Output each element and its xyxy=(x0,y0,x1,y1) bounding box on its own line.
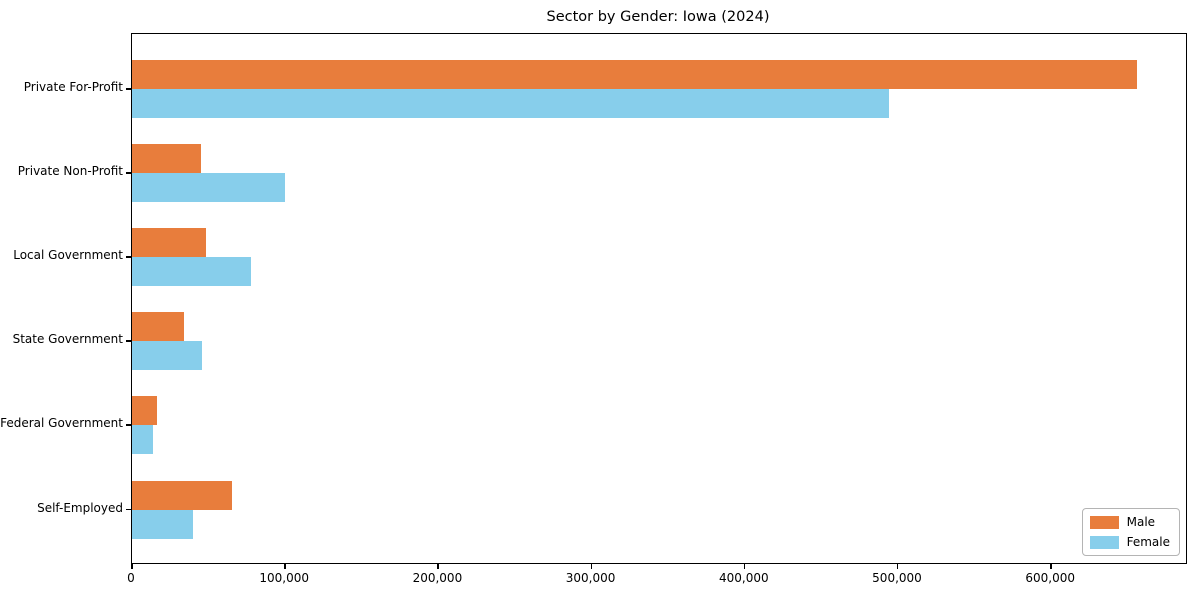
x-axis-tick-label: 500,000 xyxy=(872,571,922,585)
y-axis-tick xyxy=(126,172,131,174)
y-axis-label-federal-government: Federal Government xyxy=(0,416,123,431)
y-axis-label-private-non-profit: Private Non-Profit xyxy=(17,164,123,179)
y-axis-tick xyxy=(126,88,131,90)
y-axis-tick xyxy=(126,340,131,342)
legend-swatch-female xyxy=(1089,535,1119,549)
bar-male-federal-government xyxy=(132,396,157,426)
y-axis-label-self-employed: Self-Employed xyxy=(37,500,123,515)
x-axis-tick-label: 400,000 xyxy=(718,571,769,585)
x-axis-tick xyxy=(896,564,899,569)
y-axis-label-state-government: State Government xyxy=(12,332,123,347)
bar-female-private-non-profit xyxy=(132,173,286,203)
x-axis-tick xyxy=(437,564,439,569)
x-axis-tick xyxy=(131,564,133,569)
x-axis-tick xyxy=(743,564,746,569)
legend: Male Female xyxy=(1081,508,1180,556)
bar-male-self-employed xyxy=(132,480,232,510)
x-axis-tick-label: 100,000 xyxy=(259,571,309,585)
x-axis-tick xyxy=(284,564,286,569)
bar-female-private-for-profit xyxy=(132,89,889,119)
chart-title: Sector by Gender: Iowa (2024) xyxy=(546,9,770,25)
x-axis-tick-label: 200,000 xyxy=(412,571,463,585)
y-axis-tick xyxy=(126,508,131,510)
x-axis-tick xyxy=(1050,564,1052,569)
y-axis-label-local-government: Local Government xyxy=(13,248,123,263)
x-axis-tick-label: 0 xyxy=(127,571,135,585)
y-axis-tick xyxy=(126,424,131,426)
legend-entry-female: Female xyxy=(1089,535,1170,549)
legend-entry-male: Male xyxy=(1089,515,1170,529)
y-axis-tick xyxy=(126,256,131,258)
bar-female-self-employed xyxy=(132,509,194,539)
bar-male-local-government xyxy=(132,228,206,258)
y-axis-label-private-for-profit: Private For-Profit xyxy=(23,80,123,95)
legend-label-male: Male xyxy=(1126,515,1156,529)
bar-female-state-government xyxy=(132,341,203,371)
x-axis-tick-label: 300,000 xyxy=(565,571,616,585)
bar-female-local-government xyxy=(132,257,252,287)
bar-male-private-non-profit xyxy=(132,144,201,174)
bar-male-private-for-profit xyxy=(132,60,1137,90)
bar-male-state-government xyxy=(132,312,185,342)
x-axis-tick xyxy=(590,564,593,569)
bar-female-federal-government xyxy=(132,425,154,455)
legend-swatch-male xyxy=(1089,515,1119,529)
x-axis-tick-label: 600,000 xyxy=(1025,571,1075,585)
plot-area: Male Female xyxy=(131,33,1187,564)
legend-label-female: Female xyxy=(1126,535,1170,549)
